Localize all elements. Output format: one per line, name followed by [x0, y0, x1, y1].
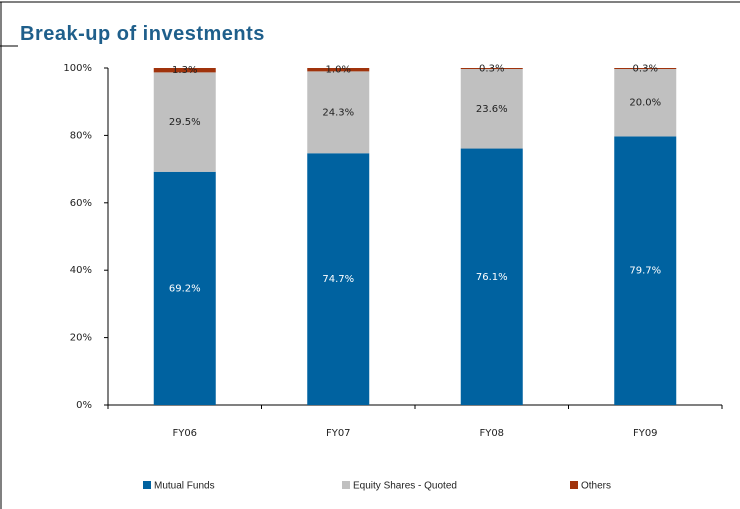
x-tick-label: FY08: [479, 428, 504, 439]
bar-segment: [460, 68, 523, 70]
legend-swatch: [570, 481, 578, 489]
bar-segment: [460, 69, 523, 149]
bar-segment: [307, 71, 370, 154]
bar-segment: [614, 68, 677, 70]
y-tick-label: 20%: [70, 333, 92, 344]
bar-segment: [614, 69, 677, 137]
y-tick-label: 80%: [70, 130, 92, 141]
legend-swatch: [342, 481, 350, 489]
bar-segment: [153, 72, 216, 172]
y-tick-label: 100%: [63, 63, 92, 74]
bar-segment: [307, 68, 370, 72]
x-tick-label: FY09: [633, 428, 658, 439]
bar-segment: [614, 136, 677, 405]
legend-label: Others: [581, 481, 611, 492]
bar-segment: [153, 68, 216, 73]
legend-label: Mutual Funds: [154, 481, 215, 492]
legend-label: Equity Shares - Quoted: [353, 481, 457, 492]
data-label: 69.2%: [169, 283, 201, 294]
data-label: 20.0%: [629, 98, 661, 109]
data-label: 24.3%: [322, 107, 354, 118]
data-label: 74.7%: [322, 274, 354, 285]
x-tick-label: FY06: [172, 428, 197, 439]
y-tick-label: 0%: [76, 400, 92, 411]
data-label: 1.3%: [172, 65, 197, 76]
data-label: 23.6%: [476, 104, 508, 115]
x-tick-label: FY07: [326, 428, 351, 439]
bar-segment: [460, 148, 523, 405]
y-tick-label: 60%: [70, 198, 92, 209]
data-label: 1.0%: [326, 65, 351, 76]
data-label: 76.1%: [476, 272, 508, 283]
data-label: 29.5%: [169, 117, 201, 128]
chart-title: Break-up of investments: [20, 23, 265, 45]
legend-swatch: [143, 481, 151, 489]
bar-segment: [153, 171, 216, 405]
bar-segment: [307, 153, 370, 405]
data-label: 0.3%: [633, 64, 658, 75]
data-label: 79.7%: [629, 266, 661, 277]
data-label: 0.3%: [479, 64, 504, 75]
y-tick-label: 40%: [70, 265, 92, 276]
